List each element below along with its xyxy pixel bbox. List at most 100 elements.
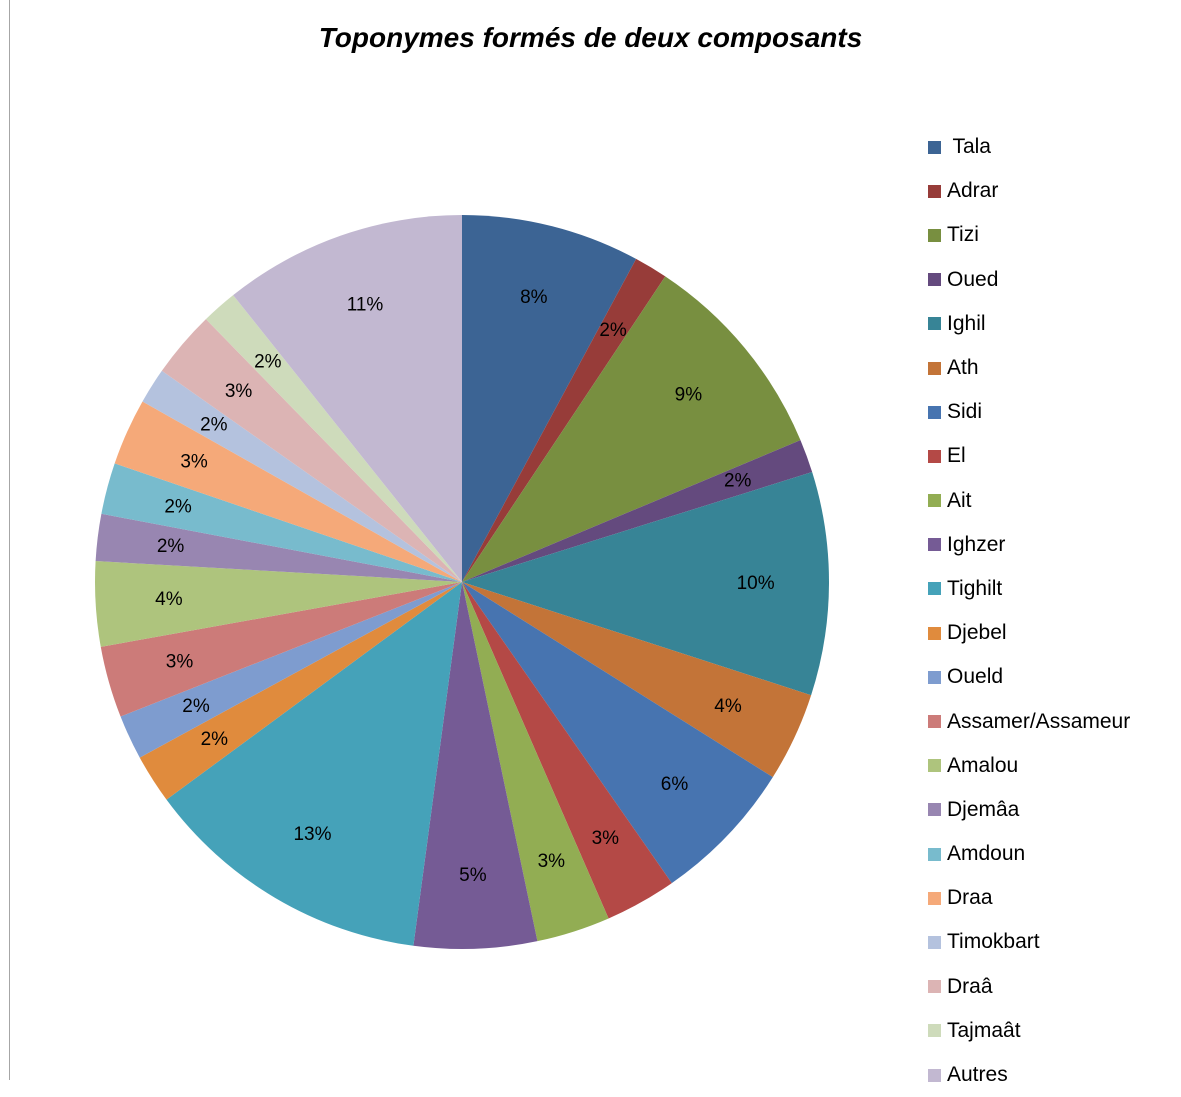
legend-label: Autres	[947, 1063, 1008, 1087]
slice-data-label: 3%	[225, 381, 253, 402]
legend-item: Ath	[928, 346, 1130, 390]
legend-label: Ait	[947, 488, 972, 512]
legend-item: Adrar	[928, 169, 1130, 213]
slice-data-label: 13%	[293, 824, 331, 845]
slice-data-label: 2%	[164, 497, 192, 518]
legend-item: Amalou	[928, 744, 1130, 788]
pie-slice	[139, 582, 463, 800]
pie-slice	[94, 561, 463, 647]
slice-data-label: 3%	[166, 652, 194, 673]
chart-frame-border	[9, 0, 10, 1080]
legend-item: Ighzer	[928, 523, 1130, 567]
pie-slice	[462, 258, 666, 582]
slice-data-label: 10%	[737, 573, 775, 594]
legend-swatch	[928, 405, 941, 419]
legend-item: Tizi	[928, 213, 1130, 257]
pie-slice	[462, 472, 829, 696]
legend-item: Oueld	[928, 655, 1130, 699]
pie-slice	[233, 215, 462, 582]
legend-swatch	[928, 626, 941, 640]
legend-swatch	[928, 184, 941, 198]
legend-label: Oued	[947, 267, 999, 291]
slice-data-label: 2%	[254, 351, 282, 372]
pie-slice	[114, 401, 463, 582]
slice-data-label: 2%	[724, 471, 752, 492]
legend-item: Tajmaât	[928, 1009, 1130, 1053]
legend-label: Assamer/Assameur	[947, 709, 1131, 733]
legend-label: Tala	[947, 135, 991, 159]
pie-slice	[462, 440, 813, 582]
legend-label: Tizi	[947, 223, 979, 247]
legend-item: Ait	[928, 479, 1130, 523]
legend-item: El	[928, 434, 1130, 478]
legend-label: Ighil	[947, 311, 986, 335]
legend-item: Tala	[928, 125, 1130, 169]
slice-data-label: 2%	[599, 320, 627, 341]
slice-data-label: 11%	[347, 294, 384, 315]
slice-data-label: 2%	[201, 729, 229, 750]
slice-data-label: 2%	[182, 696, 210, 717]
legend-item: Sidi	[928, 390, 1130, 434]
legend-item: Oued	[928, 258, 1130, 302]
pie-slice	[462, 582, 609, 942]
legend-swatch	[928, 273, 941, 287]
legend-label: Amalou	[947, 753, 1019, 777]
legend-swatch	[928, 847, 941, 861]
pie-slice	[462, 582, 812, 778]
legend-swatch	[928, 317, 941, 331]
legend-label: Djemâa	[947, 797, 1020, 821]
pie-data-labels: 8%2%9%2%10%4%6%3%3%5%13%2%2%3%4%2%2%3%2%…	[155, 287, 775, 886]
slice-data-label: 3%	[592, 828, 620, 849]
pie-slice	[120, 582, 463, 758]
legend-swatch	[928, 1068, 941, 1082]
slice-data-label: 4%	[714, 696, 742, 717]
legend-swatch	[928, 449, 941, 463]
legend-swatch	[928, 228, 941, 242]
legend-item: Assamer/Assameur	[928, 699, 1130, 743]
legend-swatch	[928, 140, 941, 154]
legend-swatch	[928, 759, 941, 773]
pie-slices	[94, 215, 829, 950]
legend-swatch	[928, 891, 941, 905]
slice-data-label: 2%	[157, 536, 185, 557]
legend-swatch	[928, 980, 941, 994]
legend-item: Ighil	[928, 302, 1130, 346]
legend-label: Sidi	[947, 400, 983, 424]
legend-swatch	[928, 715, 941, 729]
slice-data-label: 9%	[675, 385, 703, 406]
slice-data-label: 5%	[459, 865, 487, 886]
slice-data-label: 6%	[661, 774, 689, 795]
legend-label: Ath	[947, 356, 979, 380]
pie-slice	[142, 370, 463, 582]
legend-label: El	[947, 444, 966, 468]
legend-label: Timokbart	[947, 930, 1040, 954]
slice-data-label: 8%	[520, 287, 548, 308]
legend-swatch	[928, 670, 941, 684]
pie-slice	[166, 582, 462, 946]
pie-slice	[462, 582, 773, 884]
legend-label: Tajmaât	[947, 1018, 1021, 1042]
chart-legend: Tala Adrar Tizi Oued Ighil Ath Sidi El Ait Ighzer…	[928, 125, 1130, 1097]
pie-slice	[95, 513, 462, 582]
slice-data-label: 4%	[155, 589, 183, 610]
slice-data-label: 3%	[538, 851, 566, 872]
legend-swatch	[928, 538, 941, 552]
legend-swatch	[928, 582, 941, 596]
legend-item: Tighilt	[928, 567, 1130, 611]
pie-slice	[462, 215, 637, 582]
pie-slice	[462, 582, 672, 919]
pie-slice	[462, 276, 801, 582]
legend-label: Draâ	[947, 974, 993, 998]
slice-data-label: 3%	[180, 451, 208, 472]
legend-swatch	[928, 935, 941, 949]
legend-swatch	[928, 494, 941, 508]
legend-swatch	[928, 361, 941, 375]
legend-swatch	[928, 1024, 941, 1038]
legend-label: Djebel	[947, 621, 1007, 645]
pie-slice	[205, 295, 463, 582]
legend-swatch	[928, 803, 941, 817]
slice-data-label: 2%	[200, 415, 228, 436]
pie-slice	[101, 463, 462, 582]
legend-label: Adrar	[947, 179, 999, 203]
